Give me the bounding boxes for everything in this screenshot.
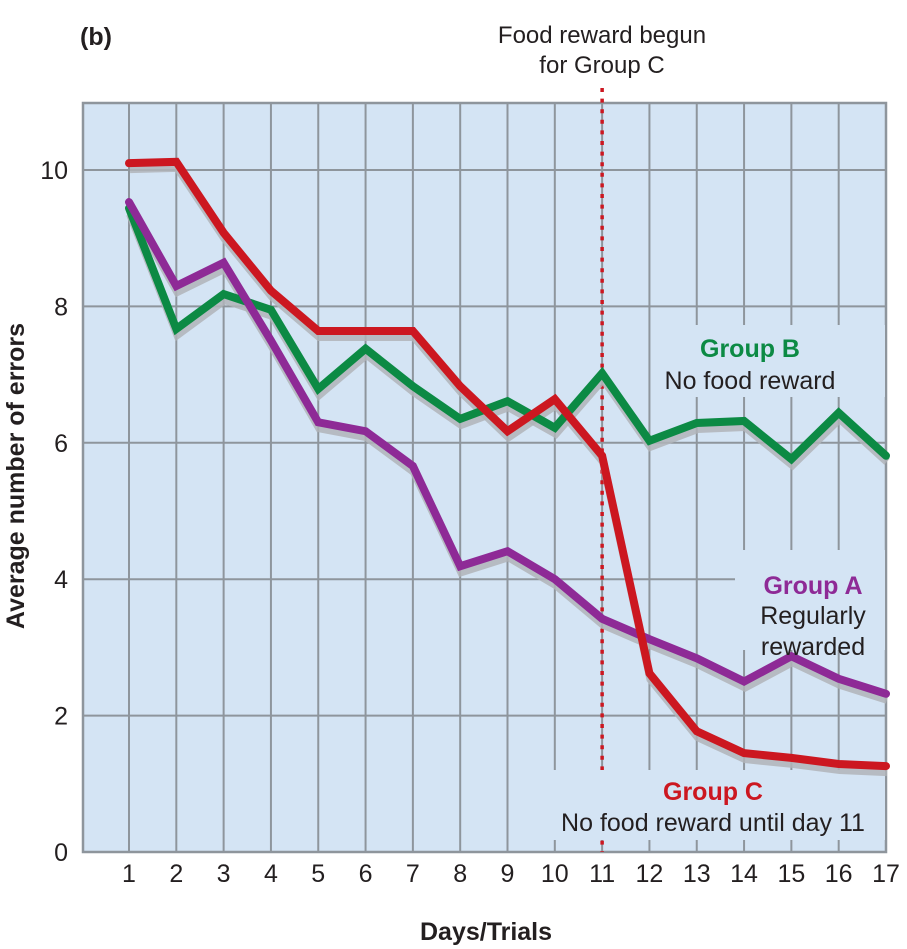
x-tick-label: 13 — [683, 860, 711, 888]
group-a-series — [125, 198, 890, 698]
group-b-label-bg — [655, 325, 885, 397]
group-a-label-desc: Regularly — [760, 602, 866, 630]
group-c-label-desc: No food reward until day 11 — [561, 809, 865, 837]
group-a-label-desc: rewarded — [761, 633, 865, 661]
group-a-label-bg — [735, 550, 885, 650]
y-axis-label: Average number of errors — [2, 323, 30, 629]
panel-label: (b) — [80, 23, 112, 51]
y-tick-label: 8 — [54, 293, 68, 321]
x-tick-label: 5 — [311, 860, 325, 888]
annotation-text-line-2: for Group C — [539, 52, 664, 79]
series-lines — [125, 157, 890, 771]
x-tick-label: 9 — [501, 860, 515, 888]
group-b-label-title: Group B — [700, 335, 800, 363]
plot-area — [83, 103, 886, 852]
y-tick-label: 6 — [54, 430, 68, 458]
group-a-label-title: Group A — [763, 572, 862, 600]
x-tick-label: 8 — [453, 860, 467, 888]
y-axis-ticks: 0 2 4 6 8 10 — [40, 157, 68, 867]
x-tick-label: 10 — [541, 860, 569, 888]
y-tick-label: 4 — [54, 566, 68, 594]
group-b-label-desc: No food reward — [665, 367, 836, 395]
x-tick-label: 4 — [264, 860, 278, 888]
x-tick-label: 12 — [636, 860, 664, 888]
plot-border — [81, 101, 888, 854]
x-tick-label: 6 — [359, 860, 373, 888]
x-tick-label: 1 — [122, 860, 136, 888]
x-tick-label: 11 — [589, 860, 615, 888]
x-tick-label: 16 — [825, 860, 853, 888]
x-tick-label: 14 — [730, 860, 758, 888]
y-tick-label: 0 — [54, 839, 68, 867]
x-axis-label: Days/Trials — [420, 918, 552, 946]
y-tick-label: 2 — [54, 703, 68, 731]
annotation-text-line-1: Food reward begun — [498, 22, 706, 49]
grid — [81, 101, 888, 854]
group-c-series — [125, 157, 890, 771]
label-backgrounds — [540, 325, 885, 840]
x-tick-label: 3 — [217, 860, 231, 888]
x-tick-label: 7 — [406, 860, 420, 888]
x-tick-label: 15 — [777, 860, 805, 888]
x-axis-ticks: 1 2 3 4 5 6 7 8 9 10 11 12 13 14 15 16 17 — [122, 860, 900, 888]
group-c-label-bg — [540, 770, 885, 840]
group-c-label-title: Group C — [663, 778, 763, 806]
x-tick-label: 2 — [169, 860, 183, 888]
x-tick-label: 17 — [872, 860, 900, 888]
y-tick-label: 10 — [40, 157, 68, 185]
